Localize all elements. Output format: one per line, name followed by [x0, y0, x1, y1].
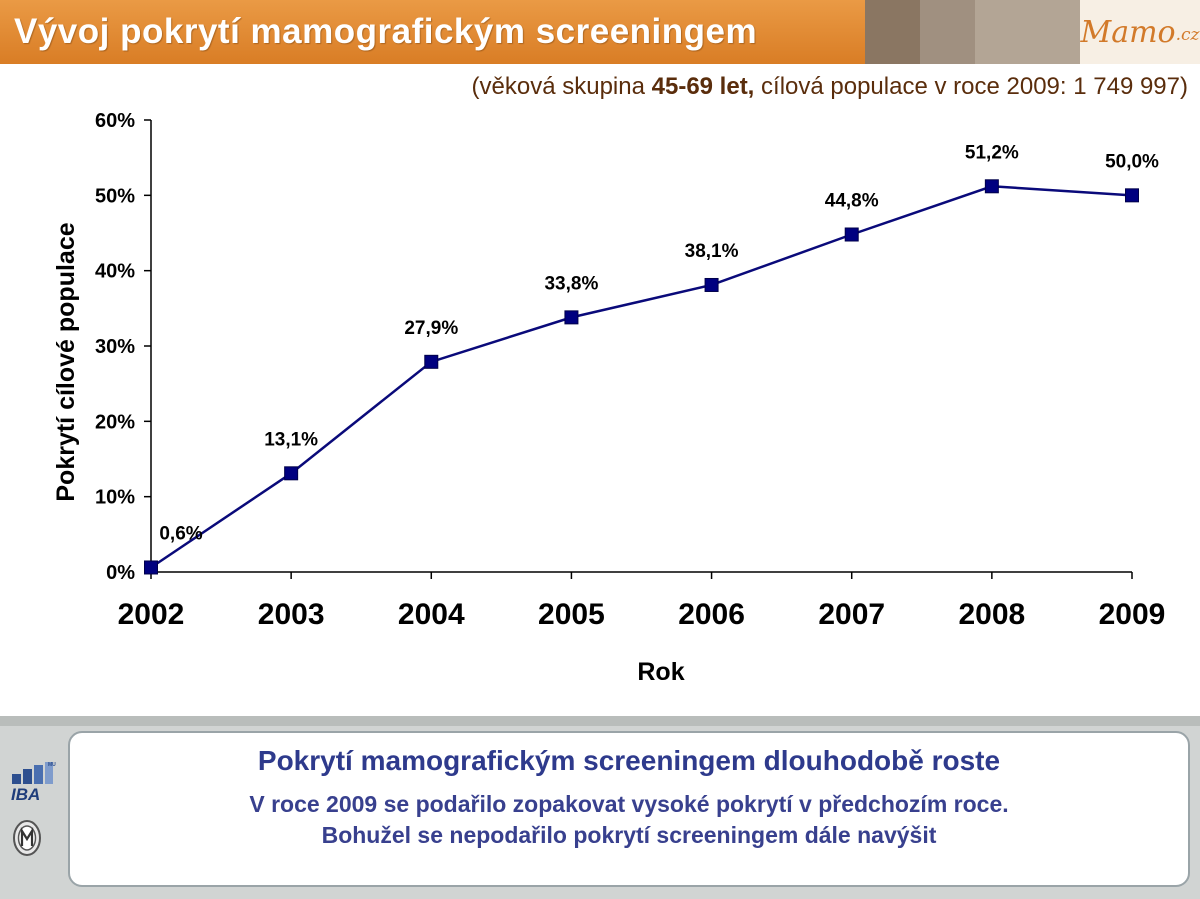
y-tick-label: 10%	[95, 487, 135, 509]
x-axis-ticks: 2002 2003 2004 2005 2006 2007 2008 2009	[118, 572, 1166, 631]
x-tick-label: 2005	[538, 598, 605, 631]
series-markers	[144, 179, 1139, 575]
data-label: 38,1%	[685, 241, 739, 262]
header: Vývoj pokrytí mamografickým screeningem …	[0, 0, 1200, 64]
subtitle-age-group: 45-69 let,	[651, 73, 755, 100]
page-title: Vývoj pokrytí mamografickým screeningem	[0, 0, 865, 64]
series-line	[150, 185, 1133, 569]
y-tick-label: 0%	[106, 562, 135, 584]
data-point	[424, 354, 439, 369]
iba-logo: MU IBA	[11, 762, 56, 802]
series-polyline	[150, 185, 1133, 569]
x-tick-label: 2008	[958, 598, 1025, 631]
data-label: 51,2%	[965, 142, 1019, 163]
data-label: 33,8%	[544, 273, 598, 294]
y-tick-label: 40%	[95, 261, 135, 283]
summary-line-2: Bohužel se nepodařilo pokrytí screeninge…	[321, 822, 937, 848]
data-point	[564, 310, 579, 325]
chart-subtitle: (věková skupina 45-69 let, cílová popula…	[0, 73, 1188, 101]
data-point	[704, 277, 719, 292]
x-tick-label: 2009	[1099, 598, 1166, 631]
x-tick-label: 2002	[118, 598, 185, 631]
y-tick-label: 20%	[95, 411, 135, 433]
header-stripe-2	[920, 0, 975, 64]
summary-line-1: V roce 2009 se podařilo zopakovat vysoké…	[249, 791, 1009, 817]
data-label: 27,9%	[404, 318, 458, 339]
header-stripe-3	[975, 0, 1080, 64]
x-tick-label: 2006	[678, 598, 745, 631]
muni-seal-icon	[13, 820, 41, 856]
y-axis-ticks: 0% 10% 20% 30% 40% 50% 60%	[95, 110, 151, 584]
mamo-logo-main: Mamo	[1080, 14, 1176, 50]
data-labels: 0,6% 13,1% 27,9% 33,8% 38,1% 44,8% 51,2% 50,0%	[159, 142, 1159, 544]
y-tick-label: 60%	[95, 110, 135, 132]
x-tick-label: 2004	[398, 598, 465, 631]
data-label: 44,8%	[825, 191, 879, 212]
coverage-line-chart: 0%10%20%30%40%50%60% 2002 2003 2004 2005 200…	[52, 110, 1166, 686]
y-tick-label: 30%	[95, 336, 135, 358]
data-label: 13,1%	[264, 429, 318, 450]
data-point	[1125, 188, 1139, 203]
data-point	[144, 560, 158, 575]
mamo-logo: Mamo .cz	[1080, 0, 1200, 64]
footer-band-edge	[0, 716, 1200, 726]
summary-callout: Pokrytí mamografickým screeningem dlouho…	[68, 731, 1190, 887]
x-axis-label: Rok	[637, 658, 684, 686]
iba-logo-small-text: MU	[48, 762, 56, 768]
x-tick-label: 2007	[818, 598, 885, 631]
iba-logo-text: IBA	[11, 785, 40, 802]
subtitle-suffix: cílová populace v roce 2009: 1 749 997)	[754, 73, 1188, 100]
subtitle-prefix: (věková skupina	[471, 73, 652, 100]
mamo-logo-suffix: .cz	[1175, 25, 1200, 45]
data-label: 50,0%	[1105, 151, 1159, 172]
x-tick-label: 2003	[258, 598, 325, 631]
data-point	[984, 179, 999, 194]
data-label: 0,6%	[159, 523, 202, 544]
summary-headline: Pokrytí mamografickým screeningem dlouho…	[257, 745, 1001, 776]
data-point	[844, 227, 859, 242]
header-stripe-1	[865, 0, 920, 64]
data-point	[284, 466, 299, 481]
y-axis-label: Pokrytí cílové populace	[52, 222, 80, 501]
y-tick-label: 50%	[95, 185, 135, 207]
